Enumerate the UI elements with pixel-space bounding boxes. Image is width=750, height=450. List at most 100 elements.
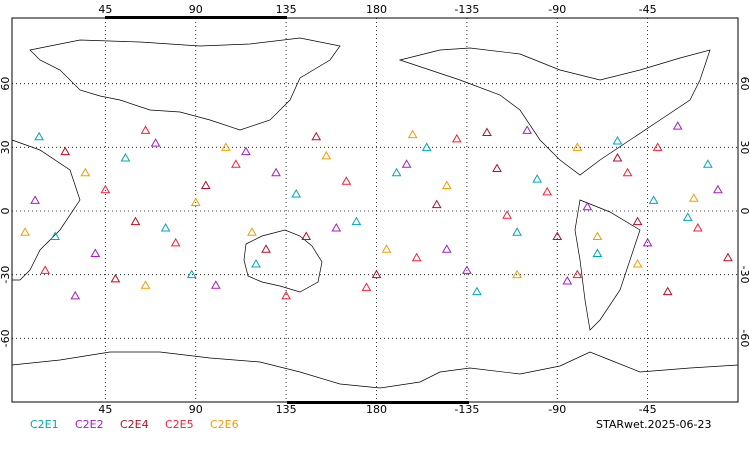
triangle-marker — [251, 259, 261, 268]
triangle-marker — [552, 231, 563, 240]
triangle-marker — [652, 142, 663, 151]
triangle-marker — [692, 222, 703, 232]
triangle-marker — [407, 129, 418, 139]
map-frame — [11, 17, 739, 403]
triangle-marker — [291, 189, 302, 198]
x-tick-label: 90 — [189, 3, 203, 16]
triangle-marker — [281, 290, 291, 300]
triangle-marker — [130, 216, 141, 226]
x-tick-label: -45 — [639, 403, 657, 416]
triangle-marker — [150, 138, 161, 147]
x-tick-label: -90 — [548, 403, 566, 416]
frame-bar — [287, 401, 469, 404]
triangle-marker — [351, 216, 362, 226]
triangle-marker — [20, 227, 30, 236]
y-tick-label: -30 — [738, 266, 750, 284]
triangle-marker — [341, 176, 352, 185]
triangle-marker — [90, 248, 101, 257]
triangle-marker — [562, 276, 573, 285]
triangle-marker — [190, 197, 201, 207]
y-tick-label: 0 — [0, 208, 12, 215]
legend-entry: C2E1 — [30, 418, 59, 431]
x-tick-label: -135 — [454, 403, 479, 416]
triangle-marker — [612, 135, 623, 145]
triangle-marker — [572, 269, 583, 279]
triangle-marker — [451, 133, 462, 143]
triangle-marker — [50, 231, 61, 240]
x-tick-label: -135 — [454, 3, 479, 16]
triangle-marker — [648, 195, 659, 204]
x-tick-label: 180 — [366, 403, 387, 416]
triangle-marker — [642, 237, 653, 247]
triangle-marker — [30, 195, 40, 204]
triangle-marker — [200, 180, 211, 190]
legend-entry: C2E6 — [210, 418, 239, 431]
triangle-marker — [100, 184, 111, 194]
triangle-marker — [411, 252, 422, 262]
triangle-marker — [170, 237, 181, 247]
coastlines — [11, 37, 739, 389]
triangle-marker — [210, 280, 221, 289]
annotation: STARwet.2025-06-23 — [596, 418, 712, 431]
triangle-marker — [381, 244, 392, 253]
triangle-marker — [632, 216, 643, 226]
triangle-marker — [612, 152, 623, 162]
triangle-marker — [672, 121, 683, 130]
y-tick-label: 60 — [738, 77, 750, 91]
y-tick-label: 30 — [0, 140, 12, 154]
triangle-marker — [682, 212, 693, 221]
triangle-marker — [622, 167, 633, 177]
triangle-marker — [492, 163, 502, 173]
triangle-marker — [703, 159, 713, 168]
triangle-marker — [321, 150, 332, 160]
triangle-marker — [441, 244, 452, 253]
triangle-marker — [186, 269, 197, 279]
triangle-marker — [512, 269, 522, 279]
y-tick-label: 30 — [738, 140, 750, 154]
x-tick-label: 135 — [276, 403, 297, 416]
triangle-marker — [261, 244, 271, 253]
x-tick-label: 90 — [189, 403, 203, 416]
triangle-marker — [592, 248, 603, 257]
triangle-marker — [542, 186, 553, 196]
triangle-marker — [331, 222, 342, 232]
legend-entry: C2E5 — [165, 418, 194, 431]
triangle-marker — [70, 290, 81, 300]
frame-bar — [105, 16, 287, 19]
triangle-marker — [401, 159, 412, 168]
triangle-marker — [120, 152, 131, 162]
x-tick-label: 45 — [98, 3, 112, 16]
triangle-marker — [40, 265, 50, 274]
triangle-marker — [472, 286, 482, 296]
triangle-marker — [502, 210, 512, 219]
triangle-marker — [301, 231, 312, 240]
legend-entry: C2E2 — [75, 418, 104, 431]
triangle-marker — [80, 167, 91, 177]
legend-entry: C2E4 — [120, 418, 149, 431]
triangle-marker — [592, 231, 603, 240]
y-tick-label: -30 — [0, 266, 12, 284]
x-tick-label: 180 — [366, 3, 387, 16]
triangle-marker — [688, 193, 699, 202]
triangle-marker — [482, 127, 492, 136]
triangle-marker — [311, 131, 322, 141]
triangle-marker — [110, 273, 121, 283]
triangle-marker — [247, 227, 257, 236]
x-tick-label: 45 — [98, 403, 112, 416]
triangle-marker — [572, 142, 583, 151]
triangle-marker — [532, 174, 543, 183]
triangle-marker — [371, 269, 382, 279]
y-tick-label: -60 — [0, 329, 12, 347]
x-tick-label: -90 — [548, 3, 566, 16]
triangle-marker — [522, 125, 532, 134]
triangle-marker — [160, 222, 171, 232]
triangle-marker — [241, 146, 251, 156]
triangle-marker — [60, 146, 71, 156]
triangle-marker — [140, 125, 151, 134]
triangle-marker — [271, 167, 281, 177]
triangle-marker — [462, 265, 472, 274]
triangle-marker — [361, 282, 372, 291]
triangle-marker — [632, 259, 643, 268]
triangle-marker — [221, 142, 231, 151]
